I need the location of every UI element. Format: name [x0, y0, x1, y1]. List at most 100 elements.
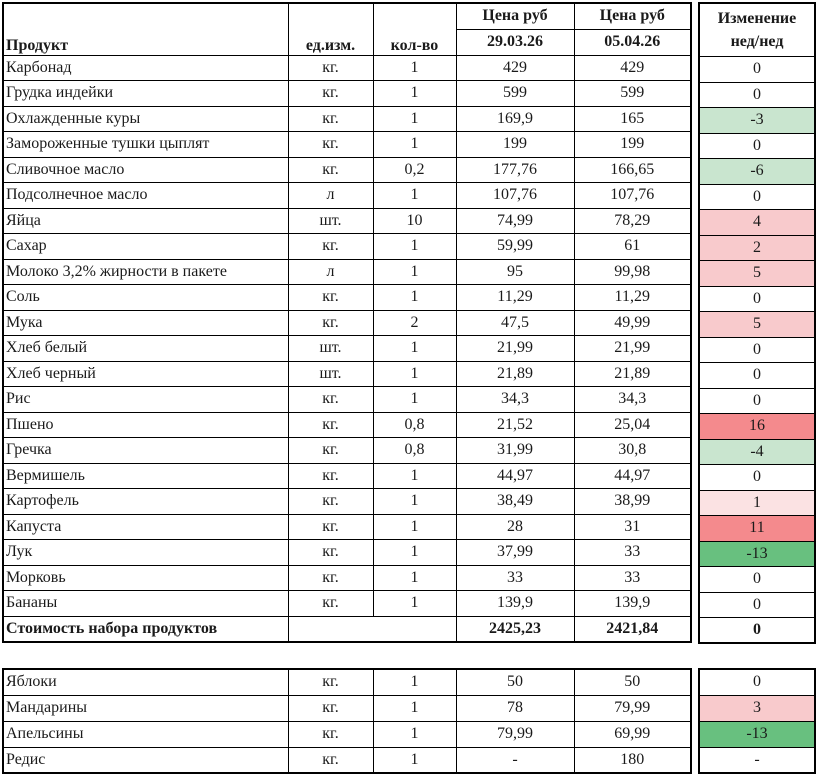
unit-cell[interactable]: кг.	[287, 309, 374, 336]
price1-cell[interactable]: 199	[455, 131, 575, 158]
total-price1-cell[interactable]: 2425,23	[455, 615, 575, 642]
product-name-cell[interactable]: Морковь	[2, 564, 289, 591]
price2-cell[interactable]: 34,3	[573, 386, 692, 413]
price2-cell[interactable]: 50	[573, 668, 692, 696]
price2-cell[interactable]: 139,9	[573, 590, 692, 617]
change-cell[interactable]: 0	[698, 81, 816, 108]
price1-column-header[interactable]: Цена руб	[455, 2, 575, 30]
change-cell[interactable]: 0	[698, 285, 816, 312]
price2-cell[interactable]: 38,99	[573, 488, 692, 515]
price1-cell[interactable]: 599	[455, 80, 575, 107]
unit-cell[interactable]: шт.	[287, 335, 374, 362]
price1-cell[interactable]: 38,49	[455, 488, 575, 515]
price1-cell[interactable]: 50	[455, 668, 575, 696]
qty-cell[interactable]: 10	[372, 207, 457, 234]
product-name-cell[interactable]: Мука	[2, 309, 289, 336]
price1-cell[interactable]: 11,29	[455, 284, 575, 311]
price1-cell[interactable]: 47,5	[455, 309, 575, 336]
change-cell[interactable]: 0	[698, 56, 816, 83]
price2-column-header[interactable]: Цена руб	[573, 2, 692, 30]
price2-cell[interactable]: 30,8	[573, 437, 692, 464]
unit-cell[interactable]: кг.	[287, 746, 374, 774]
product-name-cell[interactable]: Грудка индейки	[2, 80, 289, 107]
unit-cell[interactable]: кг.	[287, 488, 374, 515]
qty-cell[interactable]: 1	[372, 564, 457, 591]
price2-cell[interactable]: 166,65	[573, 156, 692, 183]
total-label-cell[interactable]: Стоимость набора продуктов	[2, 615, 289, 642]
change-cell[interactable]: 1	[698, 489, 816, 516]
unit-cell[interactable]: кг.	[287, 590, 374, 617]
change-cell[interactable]: -13	[698, 720, 816, 748]
qty-cell[interactable]: 0,8	[372, 411, 457, 438]
total-price2-cell[interactable]: 2421,84	[573, 615, 692, 642]
qty-cell[interactable]: 1	[372, 105, 457, 132]
price1-cell[interactable]: 31,99	[455, 437, 575, 464]
unit-cell[interactable]: кг.	[287, 80, 374, 107]
total-empty-cell[interactable]	[287, 615, 457, 642]
price1-cell[interactable]: 74,99	[455, 207, 575, 234]
unit-cell[interactable]: кг.	[287, 694, 374, 722]
product-name-cell[interactable]: Соль	[2, 284, 289, 311]
price1-cell[interactable]: 139,9	[455, 590, 575, 617]
qty-cell[interactable]: 1	[372, 131, 457, 158]
price1-cell[interactable]: 21,99	[455, 335, 575, 362]
product-name-cell[interactable]: Хлеб черный	[2, 360, 289, 387]
change-cell[interactable]: 0	[698, 183, 816, 210]
qty-cell[interactable]: 1	[372, 284, 457, 311]
qty-cell[interactable]: 1	[372, 335, 457, 362]
unit-cell[interactable]: кг.	[287, 437, 374, 464]
unit-cell[interactable]: кг.	[287, 233, 374, 260]
unit-cell[interactable]: кг.	[287, 411, 374, 438]
unit-cell[interactable]: л	[287, 258, 374, 285]
product-name-cell[interactable]: Бананы	[2, 590, 289, 617]
change-cell[interactable]: -	[698, 746, 816, 774]
product-name-cell[interactable]: Хлеб белый	[2, 335, 289, 362]
product-name-cell[interactable]: Молоко 3,2% жирности в пакете	[2, 258, 289, 285]
product-name-cell[interactable]: Подсолнечное масло	[2, 182, 289, 209]
qty-cell[interactable]: 2	[372, 309, 457, 336]
unit-cell[interactable]: кг.	[287, 720, 374, 748]
qty-cell[interactable]: 1	[372, 720, 457, 748]
change-cell[interactable]: -3	[698, 107, 816, 134]
price1-cell[interactable]: 33	[455, 564, 575, 591]
change-cell[interactable]: 3	[698, 694, 816, 722]
price2-cell[interactable]: 31	[573, 513, 692, 540]
price2-cell[interactable]: 25,04	[573, 411, 692, 438]
unit-cell[interactable]: кг.	[287, 513, 374, 540]
product-name-cell[interactable]: Яйца	[2, 207, 289, 234]
price2-cell[interactable]: 599	[573, 80, 692, 107]
qty-cell[interactable]: 1	[372, 386, 457, 413]
price2-cell[interactable]: 21,89	[573, 360, 692, 387]
change-cell[interactable]: -6	[698, 158, 816, 185]
change-cell[interactable]: -4	[698, 438, 816, 465]
price1-cell[interactable]: -	[455, 746, 575, 774]
price2-cell[interactable]: 21,99	[573, 335, 692, 362]
price2-cell[interactable]: 79,99	[573, 694, 692, 722]
product-name-cell[interactable]: Пшено	[2, 411, 289, 438]
price1-cell[interactable]: 34,3	[455, 386, 575, 413]
change-cell[interactable]: 0	[698, 591, 816, 618]
price1-cell[interactable]: 37,99	[455, 539, 575, 566]
qty-cell[interactable]: 1	[372, 590, 457, 617]
price2-cell[interactable]: 165	[573, 105, 692, 132]
qty-cell[interactable]: 1	[372, 488, 457, 515]
price1-cell[interactable]: 169,9	[455, 105, 575, 132]
change-cell[interactable]: 11	[698, 515, 816, 542]
unit-cell[interactable]: кг.	[287, 54, 374, 81]
price1-cell[interactable]: 21,52	[455, 411, 575, 438]
change-cell[interactable]: 2	[698, 234, 816, 261]
product-name-cell[interactable]: Вермишель	[2, 462, 289, 489]
change-cell[interactable]: 4	[698, 209, 816, 236]
unit-column-header[interactable]: ед.изм.	[287, 2, 374, 56]
qty-cell[interactable]: 1	[372, 54, 457, 81]
product-name-cell[interactable]: Капуста	[2, 513, 289, 540]
price1-cell[interactable]: 21,89	[455, 360, 575, 387]
change-cell[interactable]: 5	[698, 311, 816, 338]
qty-cell[interactable]: 0,2	[372, 156, 457, 183]
unit-cell[interactable]: кг.	[287, 564, 374, 591]
product-name-cell[interactable]: Охлажденные куры	[2, 105, 289, 132]
qty-cell[interactable]: 1	[372, 694, 457, 722]
product-name-cell[interactable]: Рис	[2, 386, 289, 413]
price2-date-header[interactable]: 05.04.26	[573, 28, 692, 56]
change-cell[interactable]: 0	[698, 617, 816, 644]
